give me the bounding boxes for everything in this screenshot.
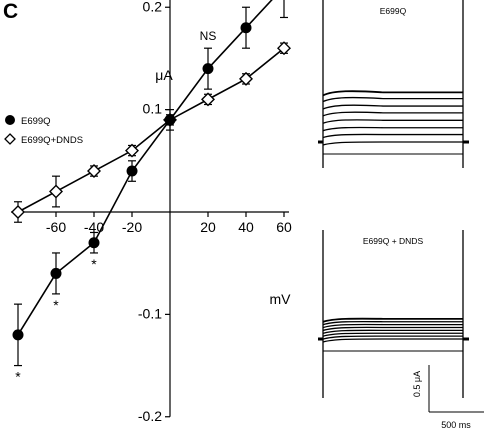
x-tick-label: 20 bbox=[200, 219, 216, 235]
series-line-1 bbox=[17, 47, 285, 213]
current-trace bbox=[322, 96, 463, 103]
data-point bbox=[164, 114, 176, 126]
scale-bar: 0.5 μA 500 ms bbox=[412, 365, 484, 430]
y-tick-label: 0.2 bbox=[143, 0, 163, 14]
y-tick-label: -0.2 bbox=[138, 408, 162, 424]
current-trace bbox=[322, 133, 463, 139]
x-tick-label: 60 bbox=[276, 219, 292, 235]
y-tick-label: 0.1 bbox=[143, 101, 163, 117]
data-point bbox=[12, 329, 24, 341]
legend-marker-1 bbox=[4, 133, 16, 145]
trace-title: E699Q + DNDS bbox=[363, 236, 424, 246]
x-tick-label: -60 bbox=[46, 219, 66, 235]
current-trace bbox=[322, 126, 463, 132]
x-axis-label: mV bbox=[270, 291, 292, 307]
data-point bbox=[88, 237, 100, 249]
annotation: * bbox=[53, 297, 59, 313]
series-line-0 bbox=[17, 0, 273, 336]
legend-marker-0 bbox=[5, 115, 15, 125]
data-point bbox=[87, 164, 101, 179]
data-point bbox=[125, 143, 139, 158]
current-trace bbox=[322, 141, 463, 146]
data-point bbox=[240, 22, 252, 34]
scale-bar-horizontal-label: 500 ms bbox=[441, 420, 471, 430]
trace-title: E699Q bbox=[380, 6, 407, 16]
current-trace bbox=[322, 332, 463, 337]
annotation: NS bbox=[200, 29, 217, 43]
data-point bbox=[239, 71, 253, 86]
current-trace bbox=[322, 326, 463, 332]
y-tick-label: -0.1 bbox=[138, 305, 162, 321]
data-point bbox=[202, 63, 214, 75]
data-point bbox=[277, 41, 291, 56]
data-point bbox=[50, 267, 62, 279]
x-tick-label: 40 bbox=[238, 219, 254, 235]
annotation: * bbox=[15, 369, 21, 385]
data-point bbox=[126, 165, 138, 177]
y-axis-label: μA bbox=[155, 67, 173, 83]
current-trace bbox=[322, 335, 463, 340]
legend-label-1: E699Q+DNDS bbox=[21, 135, 83, 146]
panel-label: C bbox=[3, 0, 19, 23]
current-trace bbox=[322, 338, 463, 343]
data-point bbox=[11, 205, 25, 219]
current-trace bbox=[322, 317, 463, 323]
annotation: NS bbox=[238, 0, 255, 2]
data-point bbox=[49, 184, 63, 199]
current-trace bbox=[322, 119, 463, 124]
current-trace bbox=[322, 323, 463, 329]
annotation: * bbox=[91, 256, 97, 272]
current-trace bbox=[322, 111, 463, 117]
traces-top: E699Q bbox=[318, 0, 469, 168]
current-trace bbox=[322, 90, 463, 97]
scale-bar-vertical-label: 0.5 μA bbox=[412, 371, 422, 397]
legend-label-0: E699Q bbox=[21, 116, 51, 127]
current-trace bbox=[322, 329, 463, 334]
x-tick-label: -40 bbox=[84, 219, 104, 235]
iv-plot: 0.30.20.1-0.1-0.2-60-40-20204060μAmVE699… bbox=[4, 0, 292, 424]
data-point bbox=[201, 92, 215, 107]
traces-bottom: E699Q + DNDS bbox=[318, 230, 469, 398]
current-trace bbox=[322, 320, 463, 326]
x-tick-label: -20 bbox=[122, 219, 142, 235]
current-trace bbox=[322, 104, 463, 110]
